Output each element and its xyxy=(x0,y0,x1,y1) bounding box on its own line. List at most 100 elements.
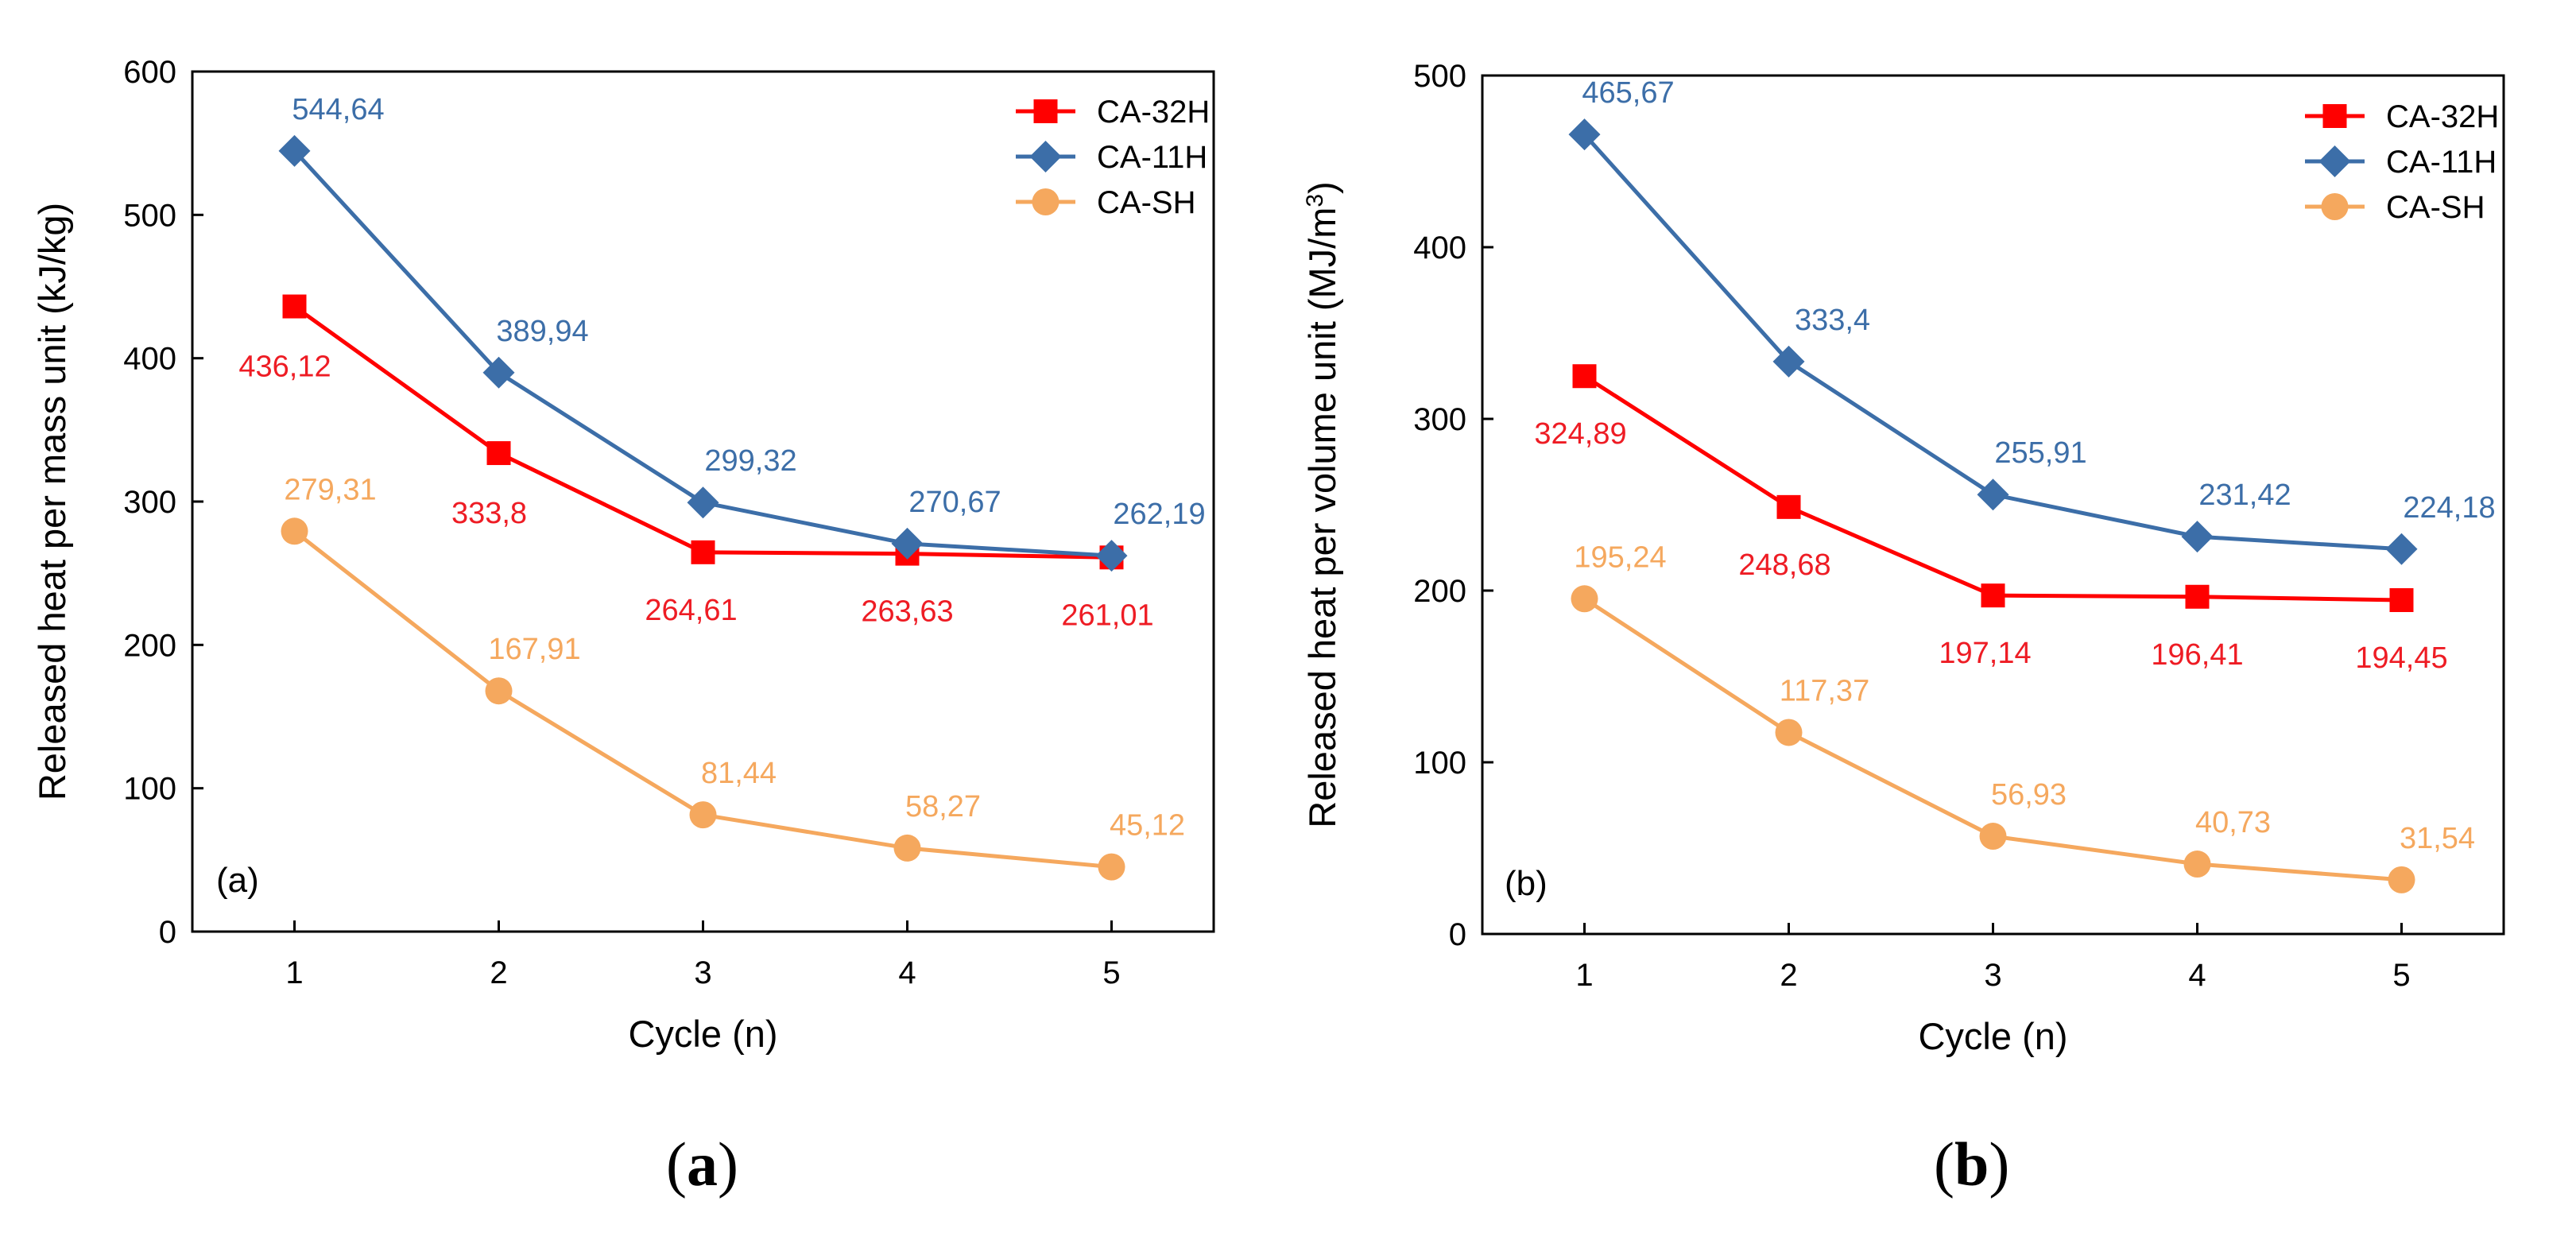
data-point-ca-32h xyxy=(486,441,511,466)
data-point-ca-32h xyxy=(691,540,715,564)
data-point-ca-sh xyxy=(2183,851,2211,878)
y-tick-label: 400 xyxy=(1413,231,1466,265)
panel-label: (b) xyxy=(1505,864,1548,903)
data-point-ca-11h xyxy=(1977,479,2009,511)
data-point-ca-32h xyxy=(2389,587,2414,612)
caption-a: (a) xyxy=(666,1130,738,1199)
caption-b: (b) xyxy=(1934,1130,2010,1199)
data-label-ca-sh: 117,37 xyxy=(1780,674,1869,707)
data-point-ca-32h xyxy=(1572,364,1597,389)
data-label-ca-sh: 56,93 xyxy=(1991,778,2067,812)
data-label-ca-sh: 81,44 xyxy=(701,757,777,790)
y-tick-label: 500 xyxy=(123,198,176,233)
data-label-ca-sh: 58,27 xyxy=(905,790,981,823)
data-point-ca-sh xyxy=(2388,866,2415,893)
data-point-ca-11h xyxy=(482,356,515,389)
legend-label: CA-SH xyxy=(1097,185,1195,220)
x-tick-label: 4 xyxy=(898,955,916,990)
data-label-ca-11h: 231,42 xyxy=(2198,479,2291,512)
data-label-ca-sh: 195,24 xyxy=(1574,541,1666,574)
data-label-ca-11h: 465,67 xyxy=(1582,76,1674,110)
data-point-ca-11h xyxy=(1568,118,1601,151)
data-point-ca-11h xyxy=(891,527,924,560)
data-label-ca-sh: 31,54 xyxy=(2400,822,2475,855)
y-tick-label: 100 xyxy=(1413,746,1466,781)
legend: CA-32H CA-11H CA-SH xyxy=(2305,99,2499,225)
legend-label: CA-SH xyxy=(2386,190,2485,225)
data-label-ca-sh: 45,12 xyxy=(1110,809,1185,843)
legend-label: CA-11H xyxy=(2386,145,2497,180)
data-point-ca-32h xyxy=(1981,583,2005,608)
x-tick-label: 2 xyxy=(490,955,507,990)
data-point-ca-sh xyxy=(1098,853,1125,881)
data-label-ca-32h: 261,01 xyxy=(1061,599,1153,632)
data-point-ca-32h xyxy=(282,294,307,319)
data-label-ca-11h: 544,64 xyxy=(292,93,384,126)
legend-marker xyxy=(2322,104,2347,128)
y-tick-label: 200 xyxy=(123,628,176,663)
y-tick-label: 600 xyxy=(123,55,176,90)
data-point-ca-11h xyxy=(1772,345,1805,378)
data-label-ca-11h: 255,91 xyxy=(1994,436,2086,470)
data-label-ca-sh: 40,73 xyxy=(2195,806,2271,839)
y-tick-label: 300 xyxy=(123,485,176,520)
y-tick-label: 300 xyxy=(1413,402,1466,437)
legend-label: CA-32H xyxy=(2386,99,2499,134)
data-label-ca-sh: 167,91 xyxy=(488,633,580,666)
data-label-ca-32h: 263,63 xyxy=(861,595,953,629)
x-tick-label: 3 xyxy=(1984,958,2001,993)
data-point-ca-sh xyxy=(1571,585,1598,613)
data-label-ca-32h: 324,89 xyxy=(1534,417,1626,451)
data-point-ca-sh xyxy=(485,677,513,705)
legend-label: CA-11H xyxy=(1097,140,1207,175)
data-point-ca-11h xyxy=(1095,540,1128,572)
data-label-ca-11h: 270,67 xyxy=(908,486,1001,519)
x-axis-title: Cycle (n) xyxy=(628,1013,777,1055)
legend-marker xyxy=(1033,99,1058,123)
data-label-ca-32h: 264,61 xyxy=(645,594,737,627)
y-tick-label: 400 xyxy=(123,342,176,377)
data-label-ca-32h: 196,41 xyxy=(2151,638,2243,672)
legend-marker xyxy=(2318,145,2351,177)
data-label-ca-11h: 299,32 xyxy=(704,444,796,478)
data-point-ca-sh xyxy=(281,517,308,545)
x-tick-label: 1 xyxy=(1575,958,1593,993)
legend-marker xyxy=(2321,193,2349,220)
x-tick-label: 4 xyxy=(2188,958,2206,993)
legend-marker xyxy=(1029,141,1062,172)
y-tick-label: 100 xyxy=(123,772,176,807)
chart-b: 0 100 200 300 400 500 1 2 3 4 5 Cycle (n) Released h… xyxy=(1301,59,2505,1057)
series-line-ca-32h xyxy=(293,304,1112,560)
data-label-ca-11h: 262,19 xyxy=(1113,498,1205,531)
data-label-ca-32h: 436,12 xyxy=(238,351,331,384)
x-tick-label: 5 xyxy=(2392,958,2410,993)
data-point-ca-11h xyxy=(2181,521,2214,553)
data-label-ca-32h: 248,68 xyxy=(1738,548,1830,582)
data-label-ca-11h: 389,94 xyxy=(496,315,588,348)
x-tick-label: 2 xyxy=(1780,958,1797,993)
data-label-ca-32h: 197,14 xyxy=(1939,637,2031,670)
data-point-ca-sh xyxy=(893,834,921,862)
panel-label: (a) xyxy=(216,861,259,900)
data-point-ca-32h xyxy=(1776,494,1801,519)
data-point-ca-sh xyxy=(689,801,717,829)
data-point-ca-sh xyxy=(1979,823,2007,851)
x-tick-label: 1 xyxy=(285,955,303,990)
data-point-ca-sh xyxy=(1775,719,1803,746)
data-label-ca-32h: 194,45 xyxy=(2355,641,2447,675)
y-tick-label: 500 xyxy=(1413,59,1466,94)
legend-label: CA-32H xyxy=(1097,95,1210,130)
chart-a: 0 100 200 300 400 500 600 1 2 3 4 5 Cycle (n) Release… xyxy=(31,55,1215,1055)
data-label-ca-32h: 333,8 xyxy=(451,497,527,530)
data-label-ca-sh: 279,31 xyxy=(284,473,376,506)
legend-marker xyxy=(1032,188,1059,215)
data-point-ca-11h xyxy=(687,486,719,519)
y-tick-label: 0 xyxy=(1449,917,1466,952)
y-axis-title: Released heat per volume unit (MJ/m3) xyxy=(1301,181,1343,827)
legend: CA-32H CA-11H CA-SH xyxy=(1016,95,1210,220)
x-tick-label: 3 xyxy=(694,955,711,990)
data-label-ca-11h: 333,4 xyxy=(1795,304,1870,337)
data-point-ca-11h xyxy=(2385,533,2418,565)
y-tick-label: 0 xyxy=(159,915,176,950)
